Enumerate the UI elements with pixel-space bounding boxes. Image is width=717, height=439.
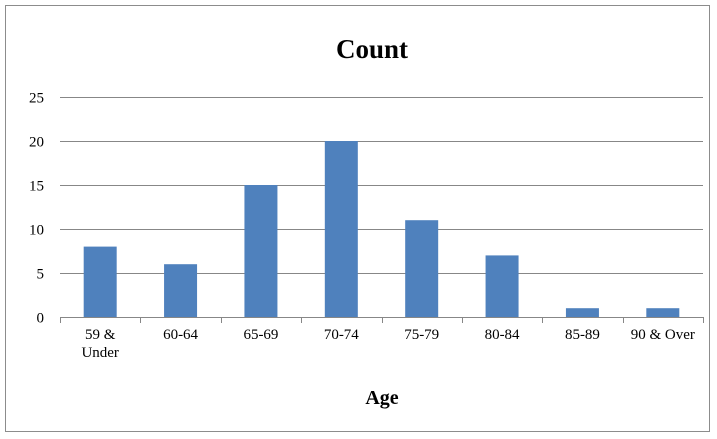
- bar-60-64: [164, 264, 198, 317]
- x-tick-label-line: 70-74: [324, 327, 359, 343]
- y-axis-ticks: 0 5 10 15 20 25: [29, 91, 44, 327]
- x-tick-label: 80-84: [485, 327, 520, 343]
- bar-75-79: [405, 220, 439, 317]
- y-tick-label: 25: [29, 91, 44, 107]
- bar-65-69: [244, 185, 278, 317]
- bar-85-89: [565, 308, 599, 317]
- x-tick-label: 85-89: [565, 327, 600, 343]
- bar-90-over: [646, 308, 680, 317]
- y-tick-label: 20: [29, 135, 44, 151]
- chart-title: Count: [336, 34, 408, 64]
- x-tick-label: 65-69: [243, 327, 278, 343]
- x-tick-label: 60-64: [163, 327, 198, 343]
- x-tick-label: 70-74: [324, 327, 359, 343]
- x-tick-label: 90 & Over: [631, 327, 695, 343]
- x-tick-label-line: Under: [81, 345, 119, 361]
- bars: [83, 141, 680, 317]
- x-tick-label-line: 75-79: [404, 327, 439, 343]
- x-tick-label-line: 60-64: [163, 327, 198, 343]
- x-tick-label-line: 59 &: [85, 327, 116, 343]
- y-tick-label: 10: [29, 223, 44, 239]
- bar-70-74: [324, 141, 358, 317]
- x-axis-ticks: 59 & Under 60-64 65-69 70-74 75-79 80-84 85-89 9…: [81, 327, 694, 361]
- bar-80-84: [485, 255, 519, 317]
- x-axis-title: Age: [365, 387, 398, 409]
- bar-59-under: [83, 246, 117, 317]
- x-tick-label: 75-79: [404, 327, 439, 343]
- y-tick-label: 5: [37, 267, 45, 283]
- x-tick-label-line: 90 & Over: [631, 327, 695, 343]
- y-tick-label: 15: [29, 179, 44, 195]
- x-tick-label-line: 80-84: [485, 327, 520, 343]
- gridlines: [60, 97, 703, 274]
- x-tick-label: 59 & Under: [81, 327, 119, 361]
- x-axis: [60, 317, 704, 323]
- y-tick-label: 0: [37, 311, 45, 327]
- x-tick-label-line: 85-89: [565, 327, 600, 343]
- x-tick-label-line: 65-69: [243, 327, 278, 343]
